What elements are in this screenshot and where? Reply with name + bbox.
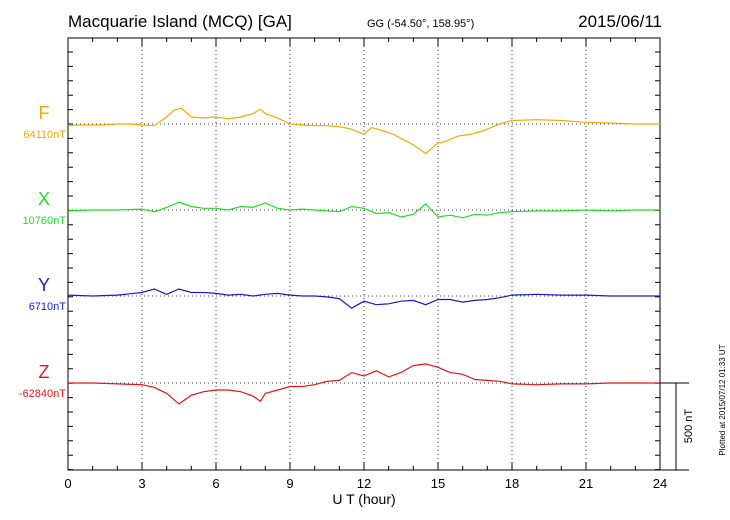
- x-tick-label-4: 12: [357, 476, 371, 491]
- scale-bar: 500 nT: [660, 382, 695, 471]
- series-name-z: Z: [39, 362, 50, 382]
- series-baseline-y: 6710nT: [29, 301, 67, 313]
- station-title: Macquarie Island (MCQ) [GA]: [68, 12, 292, 31]
- x-tick-label-7: 21: [579, 476, 593, 491]
- plotted-note: Plotted at 2015/07/12 01:33 UT: [718, 344, 727, 455]
- x-tick-label-2: 6: [212, 476, 219, 491]
- series-labels: F 64110nT X 10760nT Y 6710nT Z -62840nT: [19, 103, 66, 400]
- station-coords: GG (-54.50°, 158.95°): [367, 18, 474, 30]
- series-line-x: [67, 201, 660, 219]
- series-layer: [67, 107, 660, 405]
- series-baseline-z: -62840nT: [19, 388, 66, 400]
- scale-bar-label: 500 nT: [683, 409, 695, 444]
- x-axis-label: U T (hour): [332, 491, 395, 507]
- grid-lines: [68, 38, 660, 470]
- x-tick-label-6: 18: [505, 476, 519, 491]
- chart-date: 2015/06/11: [578, 12, 662, 31]
- series-name-x: X: [38, 189, 50, 209]
- axis-ticks: 0 3 6 9 12 15 18 21 24: [64, 38, 667, 491]
- series-line-z: [68, 363, 660, 405]
- series-line-y: [67, 288, 660, 309]
- series-name-f: F: [39, 103, 50, 123]
- x-tick-label-8: 24: [653, 476, 667, 491]
- x-tick-label-0: 0: [64, 476, 71, 491]
- x-tick-label-5: 15: [431, 476, 445, 491]
- x-tick-label-3: 9: [286, 476, 293, 491]
- series-baseline-x: 10760nT: [23, 215, 67, 227]
- series-name-y: Y: [38, 275, 50, 295]
- series-baseline-f: 64110nT: [23, 129, 66, 141]
- series-line-f: [67, 107, 660, 155]
- x-tick-label-1: 3: [138, 476, 145, 491]
